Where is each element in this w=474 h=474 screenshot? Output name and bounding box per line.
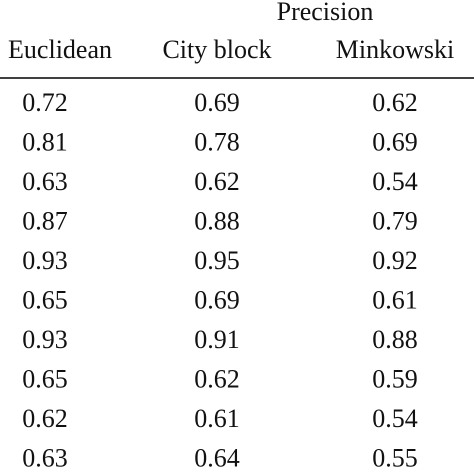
- cell: 0.55: [372, 443, 418, 472]
- cell: 0.54: [372, 404, 418, 433]
- column-header: Minkowski: [336, 35, 454, 64]
- cell: 0.69: [194, 285, 240, 314]
- cell: 0.64: [194, 443, 240, 472]
- cell: 0.61: [372, 285, 418, 314]
- cell: 0.72: [22, 88, 68, 117]
- cell: 0.65: [22, 364, 68, 393]
- cell: 0.63: [22, 443, 68, 472]
- cell: 0.61: [194, 404, 240, 433]
- cell: 0.79: [372, 206, 418, 235]
- cell: 0.69: [194, 88, 240, 117]
- cell: 0.59: [372, 364, 418, 393]
- group-header: Precision: [277, 0, 374, 26]
- cell: 0.62: [22, 404, 68, 433]
- cell: 0.65: [22, 285, 68, 314]
- cell: 0.87: [22, 206, 68, 235]
- cell: 0.81: [22, 127, 68, 156]
- column-header: City block: [162, 35, 271, 64]
- cell: 0.88: [194, 206, 240, 235]
- cell: 0.69: [372, 127, 418, 156]
- cell: 0.92: [372, 246, 418, 275]
- cell: 0.93: [22, 325, 68, 354]
- cell: 0.62: [194, 364, 240, 393]
- cell: 0.91: [194, 325, 240, 354]
- cell: 0.88: [372, 325, 418, 354]
- cell: 0.62: [194, 167, 240, 196]
- cell: 0.62: [372, 88, 418, 117]
- cell: 0.93: [22, 246, 68, 275]
- cell: 0.63: [22, 167, 68, 196]
- cell: 0.54: [372, 167, 418, 196]
- column-header: Euclidean: [8, 35, 112, 64]
- cell: 0.78: [194, 127, 240, 156]
- cell: 0.95: [194, 246, 240, 275]
